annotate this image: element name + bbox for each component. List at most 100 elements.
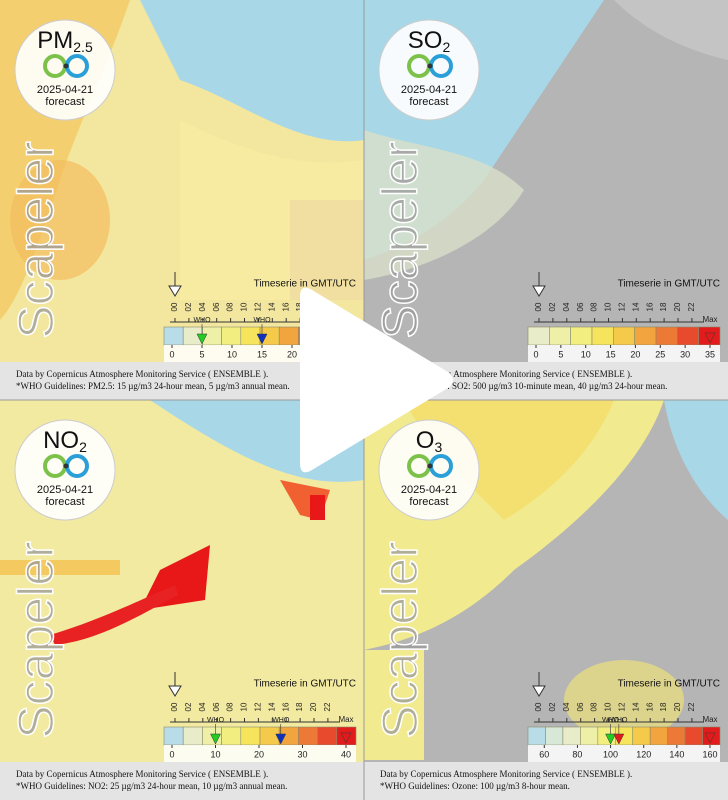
forecast-date: 2025-04-21 — [401, 84, 457, 96]
hour-label: 22 — [323, 702, 332, 711]
hour-label: 04 — [198, 702, 207, 711]
pollutant: NO — [43, 427, 79, 454]
scale-tick-label: 60 — [539, 749, 549, 759]
forecast-label: forecast — [409, 496, 448, 508]
footer-text: *WHO Guidelines: NO2: 25 µg/m3 24-hour m… — [16, 781, 287, 791]
who-marker — [210, 733, 221, 745]
footer-text: Data by Copernicus Atmosphere Monitoring… — [16, 769, 268, 779]
who-marker — [256, 333, 268, 345]
hour-label: 04 — [198, 302, 207, 311]
hour-label: 14 — [267, 302, 276, 311]
forecast-date: 2025-04-21 — [401, 484, 457, 496]
scale-box — [163, 326, 184, 346]
scale-tick-label: 10 — [581, 349, 591, 359]
scale-box — [298, 726, 318, 746]
scale-tick-label: 20 — [630, 349, 640, 359]
who-label: WHO — [253, 317, 271, 324]
scale-box — [684, 726, 703, 746]
watermark: Scapeler — [372, 541, 428, 738]
hour-label: 22 — [687, 702, 696, 711]
hour-label: 20 — [673, 302, 682, 311]
max-marker — [340, 732, 352, 744]
pollutant-subscript: 2 — [442, 39, 450, 55]
timeline-label: Timeserie in GMT/UTC — [254, 679, 356, 690]
hour-label: 20 — [673, 702, 682, 711]
footer-text: *WHO Guidelines: PM2.5: 15 µg/m3 24-hour… — [16, 381, 290, 391]
scale-tick-label: 20 — [254, 749, 264, 759]
scale-box — [221, 726, 242, 746]
forecast-label: forecast — [45, 96, 84, 108]
footer — [364, 762, 728, 800]
scale-tick-label: 5 — [199, 349, 204, 359]
hour-label: 12 — [254, 702, 263, 711]
hour-label: 12 — [618, 302, 627, 311]
footer-text: Data by Copernicus Atmosphere Monitoring… — [380, 369, 632, 379]
footer — [0, 762, 364, 800]
hour-label: 18 — [295, 302, 304, 311]
scale-backing — [164, 745, 356, 762]
pollutant-subscript: 3 — [434, 439, 442, 455]
hour-label: 00 — [170, 302, 179, 311]
scale-box — [527, 326, 550, 346]
max-marker — [704, 732, 716, 744]
play-button[interactable] — [300, 287, 453, 473]
hour-label: 08 — [590, 702, 599, 711]
pollutant-label: NO2 — [43, 427, 87, 454]
hour-label: 18 — [659, 302, 668, 311]
who-marker — [275, 733, 287, 745]
hour-label: 02 — [184, 302, 193, 311]
forecast-date: 2025-04-21 — [37, 484, 93, 496]
max-label: Max — [338, 715, 353, 724]
scale-box — [632, 726, 651, 746]
watermark: Scapeler — [8, 541, 64, 738]
scale-box — [677, 326, 699, 346]
scale-tick-label: 140 — [669, 749, 684, 759]
timeline-arrow — [168, 285, 182, 297]
hour-label: 00 — [534, 302, 543, 311]
scale-box — [591, 326, 614, 346]
who-label: WHO — [207, 717, 225, 724]
scale-box — [163, 726, 184, 746]
scale-backing — [528, 745, 720, 762]
watermark: Scapeler — [8, 141, 64, 338]
scale-tick-label: 100 — [603, 749, 618, 759]
who-label: WHO — [193, 317, 211, 324]
scale-tick-label: 0 — [169, 349, 174, 359]
logo-dot — [427, 63, 433, 69]
scale-box — [549, 326, 571, 346]
scale-tick-label: 30 — [680, 349, 690, 359]
scale-box — [240, 726, 261, 746]
footer-text: *WHO Guidelines: SO2: 500 µg/m3 10-minut… — [380, 381, 667, 391]
hour-label: 14 — [267, 702, 276, 711]
scale-tick-label: 15 — [257, 349, 267, 359]
scale-tick-label: 30 — [297, 749, 307, 759]
hour-label: 04 — [562, 702, 571, 711]
timeline-label: Timeserie in GMT/UTC — [618, 279, 720, 290]
hour-label: 06 — [212, 302, 221, 311]
who-label: WHO — [602, 717, 620, 724]
hour-label: 16 — [645, 702, 654, 711]
hour-label: 02 — [184, 702, 193, 711]
scale-tick-label: 0 — [169, 749, 174, 759]
hour-label: 06 — [576, 302, 585, 311]
scale-backing — [528, 345, 720, 362]
pollutant: PM — [37, 27, 73, 54]
who-label: WHO — [610, 717, 628, 724]
hour-label: 12 — [618, 702, 627, 711]
hour-label: 10 — [604, 302, 613, 311]
timeline-arrow — [168, 685, 182, 697]
scale-box — [580, 726, 599, 746]
scale-box — [259, 726, 280, 746]
hour-label: 08 — [226, 702, 235, 711]
forecast-date: 2025-04-21 — [37, 84, 93, 96]
scale-tick-label: 10 — [210, 749, 220, 759]
scale-box — [545, 726, 564, 746]
hour-label: 18 — [295, 702, 304, 711]
logo-dot — [63, 63, 69, 69]
scale-box — [527, 726, 546, 746]
hour-label: 20 — [309, 702, 318, 711]
watermark: Scapeler — [372, 141, 428, 338]
